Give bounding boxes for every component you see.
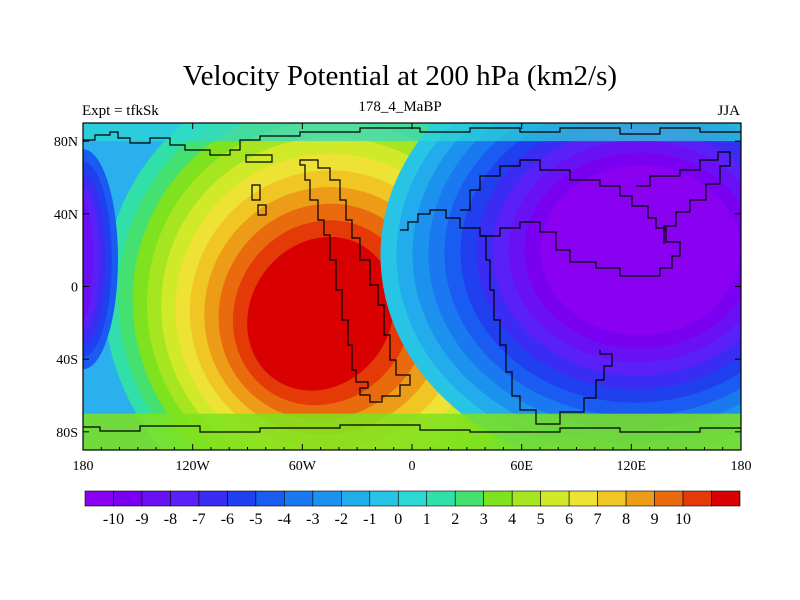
- colorbar-swatch: [568, 490, 598, 507]
- colorbar-label: -10: [103, 511, 124, 528]
- colorbar-label: -4: [278, 511, 291, 528]
- colorbar-label: 4: [508, 511, 516, 528]
- coastlines: [83, 127, 741, 433]
- y-tick-label: 80N: [54, 135, 78, 150]
- colorbar-swatch: [654, 490, 684, 507]
- colorbar-label: -1: [363, 511, 376, 528]
- colorbar-swatch: [198, 490, 228, 507]
- coastline-antarctica: [83, 424, 741, 433]
- x-tick-label: 180: [731, 459, 752, 474]
- colorbar-label: 2: [451, 511, 459, 528]
- colorbar-swatch: [227, 490, 257, 507]
- x-tick-label: 60W: [289, 459, 317, 474]
- colorbar-label: -7: [192, 511, 205, 528]
- colorbar-label: 9: [651, 511, 659, 528]
- colorbar-swatch: [312, 490, 342, 507]
- y-tick-label: 0: [71, 281, 78, 296]
- x-axis: 180 120W 60W 0 60E 120E 180: [73, 123, 752, 474]
- colorbar-swatch: [625, 490, 655, 507]
- colorbar-label: 0: [394, 511, 402, 528]
- contour-band-positive-11: [247, 236, 395, 391]
- y-tick-label: 80S: [56, 426, 78, 441]
- colorbar-swatch: [255, 490, 285, 507]
- x-tick-label: 180: [73, 459, 94, 474]
- colorbar-label: -5: [249, 511, 262, 528]
- colorbar-swatch: [597, 490, 627, 507]
- x-tick-label: 120E: [617, 459, 647, 474]
- colorbar-swatch: [454, 490, 484, 507]
- colorbar-swatch: [141, 490, 171, 507]
- colorbar-swatch: [711, 490, 741, 507]
- colorbar-swatch: [397, 490, 428, 507]
- colorbar-label: 1: [423, 511, 431, 528]
- colorbar-label: 8: [622, 511, 630, 528]
- colorbar-label: -2: [335, 511, 348, 528]
- colorbar: -10 -9 -8 -7 -6 -5 -4 -3 -2 -1 0 1 2 3 4 5 6 7 8 9 10: [84, 490, 741, 528]
- colorbar-label: -3: [306, 511, 319, 528]
- x-tick-label: 120W: [176, 459, 211, 474]
- colorbar-swatch: [369, 490, 399, 507]
- y-axis: 80N 40N 0 40S 80S: [54, 135, 741, 441]
- chart-title: Velocity Potential at 200 hPa (km2/s): [182, 60, 618, 92]
- y-tick-label: 40N: [54, 208, 78, 223]
- season-label: JJA: [717, 103, 740, 119]
- colorbar-label: -8: [164, 511, 177, 528]
- colorbar-label: 3: [480, 511, 488, 528]
- colorbar-swatch: [170, 490, 200, 507]
- colorbar-swatch: [341, 490, 371, 507]
- colorbar-label: -9: [135, 511, 148, 528]
- colorbar-swatch: [84, 490, 114, 507]
- coastline-africa-asia-mainland: [400, 159, 681, 277]
- coastline-africa: [480, 235, 613, 425]
- colorbar-label: 6: [565, 511, 573, 528]
- colorbar-swatch: [483, 490, 513, 507]
- contour-band-west-5: [83, 199, 93, 320]
- colorbar-swatch: [511, 490, 541, 507]
- x-tick-label: 0: [409, 459, 416, 474]
- colorbar-swatch: [113, 490, 143, 507]
- experiment-label: Expt = tfkSk: [82, 103, 159, 119]
- run-id-label: 178_4_MaBP: [358, 99, 442, 115]
- velocity-potential-field: [83, 123, 741, 450]
- colorbar-label: 7: [594, 511, 602, 528]
- colorbar-label: 10: [675, 511, 691, 528]
- colorbar-swatch: [540, 490, 570, 507]
- colorbar-swatch: [426, 490, 456, 507]
- colorbar-swatch: [284, 490, 314, 507]
- colorbar-label: -6: [221, 511, 234, 528]
- coastline-americas: [245, 154, 411, 403]
- x-tick-label: 60E: [510, 459, 533, 474]
- colorbar-label: 5: [537, 511, 545, 528]
- coastline-eurasia-africa: [83, 127, 741, 156]
- colorbar-swatch: [682, 490, 712, 507]
- y-tick-label: 40S: [56, 353, 78, 368]
- coastline-east-asia: [636, 151, 731, 244]
